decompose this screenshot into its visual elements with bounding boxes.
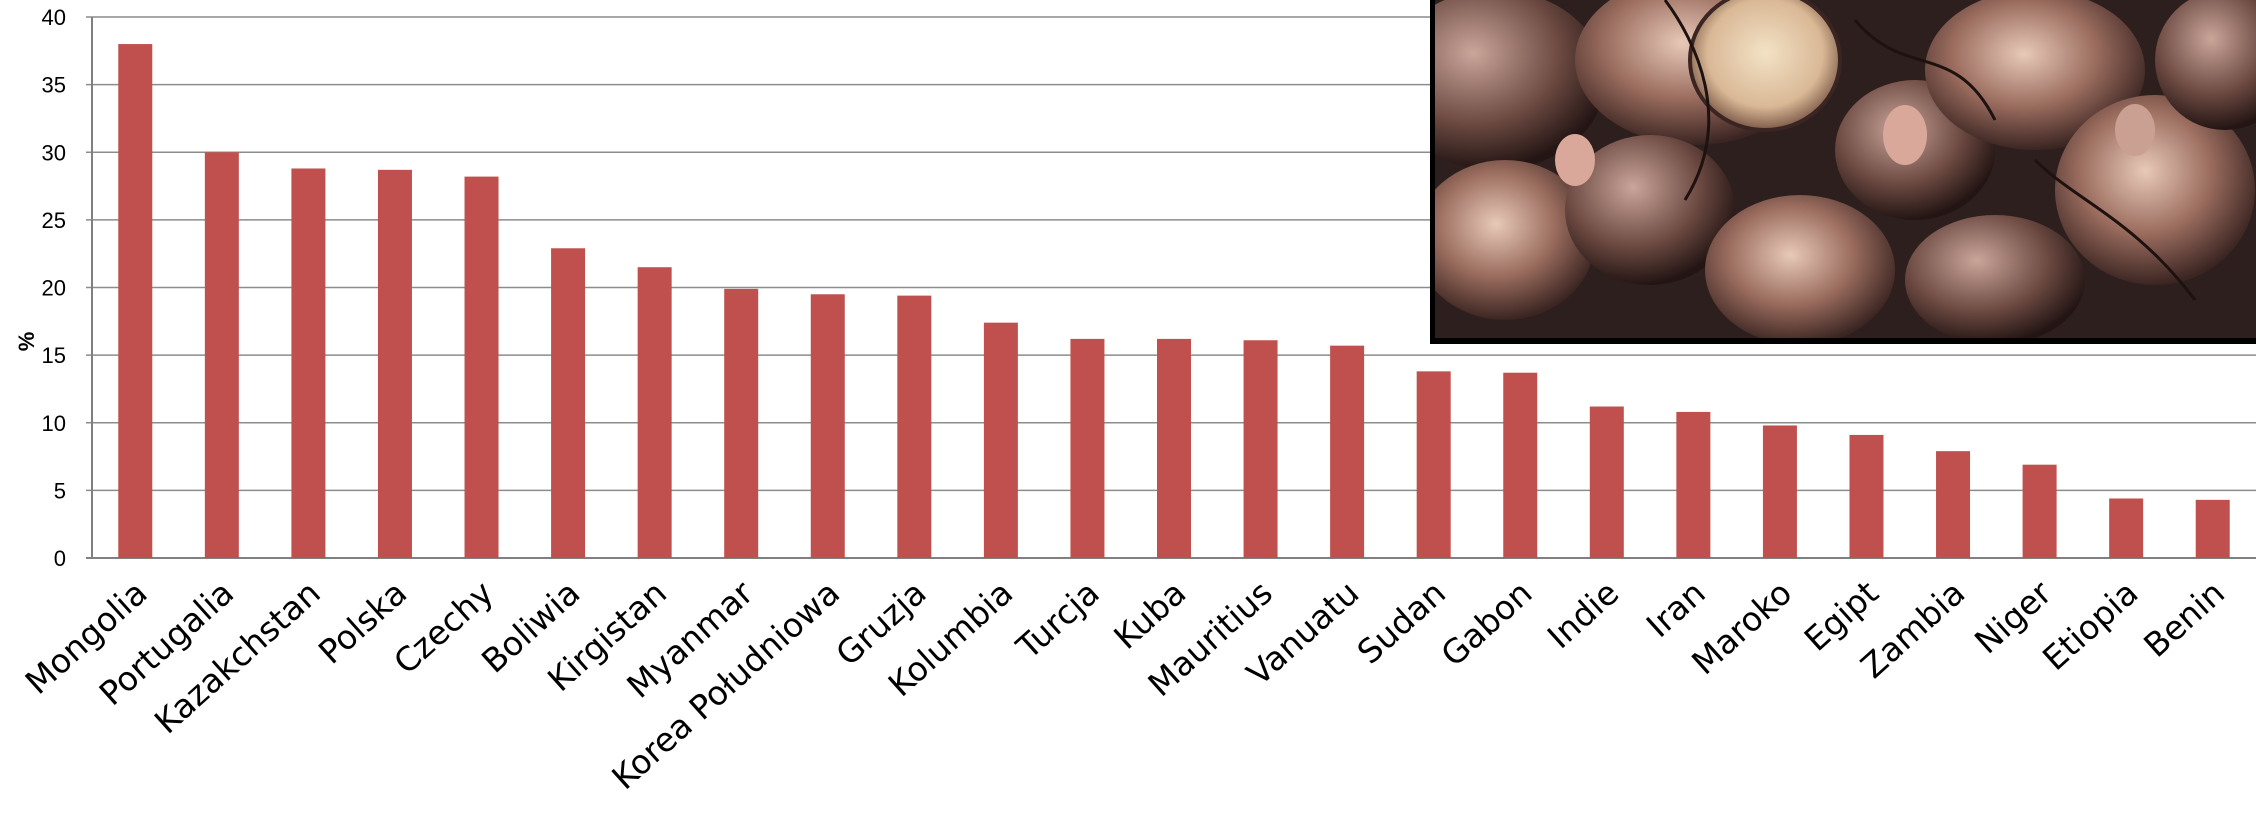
category-label: Czechy (386, 573, 501, 682)
bars (118, 44, 2230, 559)
category-label: Etiopia (2035, 573, 2145, 678)
bar-kazakchstan (291, 168, 326, 559)
food-photo-icon (1435, 0, 2256, 338)
category-label: Benin (2136, 573, 2232, 665)
food-photo (1430, 0, 2256, 344)
y-tick-label: 25 (42, 208, 66, 233)
bar-gabon (1503, 372, 1538, 558)
bar-zambia (1936, 451, 1971, 558)
bar-iran (1676, 411, 1711, 558)
category-label: Turcja (1008, 573, 1107, 667)
bar-kolumbia (983, 322, 1018, 558)
y-tick-label: 35 (42, 73, 66, 98)
bar-korea-południowa (810, 294, 845, 558)
category-label: Iran (1639, 573, 1713, 645)
bar-kuba (1157, 338, 1191, 558)
bar-mauritius (1243, 340, 1278, 558)
bar-portugalia (204, 152, 239, 558)
y-tick-label: 5 (54, 478, 66, 503)
y-tick-label: 20 (42, 276, 66, 301)
y-axis-title: % (14, 332, 39, 352)
y-tick-label: 40 (42, 5, 66, 30)
y-tick-labels: 0 5 10 15 20 25 30 35 40 (42, 5, 66, 571)
category-label: Sudan (1350, 573, 1453, 672)
bar-egipt (1849, 434, 1884, 558)
y-tick-label: 30 (42, 140, 66, 165)
bar-czechy (464, 176, 499, 558)
bar-sudan (1416, 371, 1451, 558)
bar-niger (2022, 464, 2057, 558)
category-label: Gabon (1433, 573, 1539, 674)
bar-kirgistan (637, 267, 672, 558)
y-tick-label: 15 (42, 343, 66, 368)
category-labels: MongoliaPortugaliaKazakchstanPolskaCzech… (18, 573, 2232, 797)
gridlines (86, 16, 2256, 559)
bar-benin (2195, 499, 2230, 558)
y-tick-label: 0 (54, 546, 66, 571)
bar-myanmar (724, 288, 759, 558)
bar-etiopia (2109, 498, 2144, 558)
bar-maroko (1762, 425, 1797, 558)
y-tick-label: 10 (42, 411, 66, 436)
bar-turcja (1070, 338, 1105, 558)
bar-gruzja (897, 295, 932, 558)
bar-mongolia (118, 44, 153, 559)
bar-polska (377, 169, 412, 558)
bar-indie (1589, 406, 1624, 558)
bar-boliwia (551, 248, 586, 558)
category-label: Indie (1540, 573, 1626, 656)
bar-vanuatu (1330, 345, 1365, 558)
